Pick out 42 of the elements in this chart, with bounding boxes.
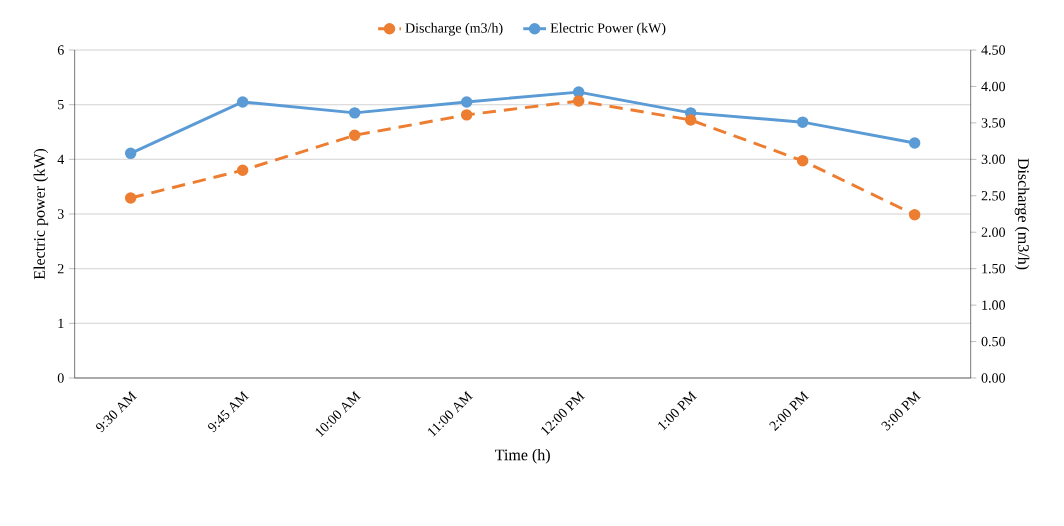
legend-label: Electric Power (kW) (550, 22, 666, 36)
y-tick-label: 3 (57, 209, 64, 219)
y2-tick-label: 0.50 (981, 336, 1006, 347)
point (460, 96, 473, 108)
y2-tick-label: 3.50 (981, 118, 1006, 128)
y-tick-label: 5 (58, 100, 64, 110)
y-axis-title: Electric power (kW) (33, 148, 49, 280)
point (908, 137, 921, 149)
point (796, 155, 809, 167)
point (348, 107, 361, 119)
point (684, 114, 697, 126)
y2-tick-label: 2.00 (981, 227, 1006, 237)
y-tick-label: 4 (57, 154, 65, 164)
point (236, 96, 249, 108)
point (796, 116, 809, 128)
point (124, 147, 137, 160)
y2-axis-title: Discharge (m3/h) (1014, 158, 1030, 270)
y-tick-label: 2 (57, 264, 64, 274)
point (236, 164, 249, 177)
x-tick-label: 3:00 PM (881, 390, 921, 431)
y2-tick-label: 4.00 (981, 81, 1006, 92)
y2-tick-label: 1.50 (982, 263, 1006, 274)
point (572, 95, 585, 107)
x-axis-title: Time (h) (495, 449, 550, 464)
point (572, 86, 585, 98)
y2-tick-label: 1.00 (982, 300, 1006, 310)
y2-tick-label: 2.50 (981, 191, 1006, 201)
point (348, 129, 361, 142)
point (124, 192, 137, 204)
point (908, 208, 921, 221)
x-tick-label: 9:45 AM (208, 390, 249, 433)
y2-tick-label: 4.50 (981, 45, 1006, 55)
y-tick-label: 0 (57, 373, 64, 383)
x-tick-label: 9:30 AM (96, 390, 137, 433)
x-tick-label: 2:00 PM (769, 390, 809, 431)
y2-tick-label: 3.00 (981, 154, 1006, 165)
point (460, 109, 473, 121)
y-tick-label: 6 (57, 45, 64, 55)
y-tick-label: 1 (58, 318, 64, 328)
y2-tick-label: 0.00 (981, 373, 1006, 383)
x-tick-label: 1:00 PM (658, 390, 697, 431)
legend-label: Discharge (m3/h) (405, 22, 503, 36)
